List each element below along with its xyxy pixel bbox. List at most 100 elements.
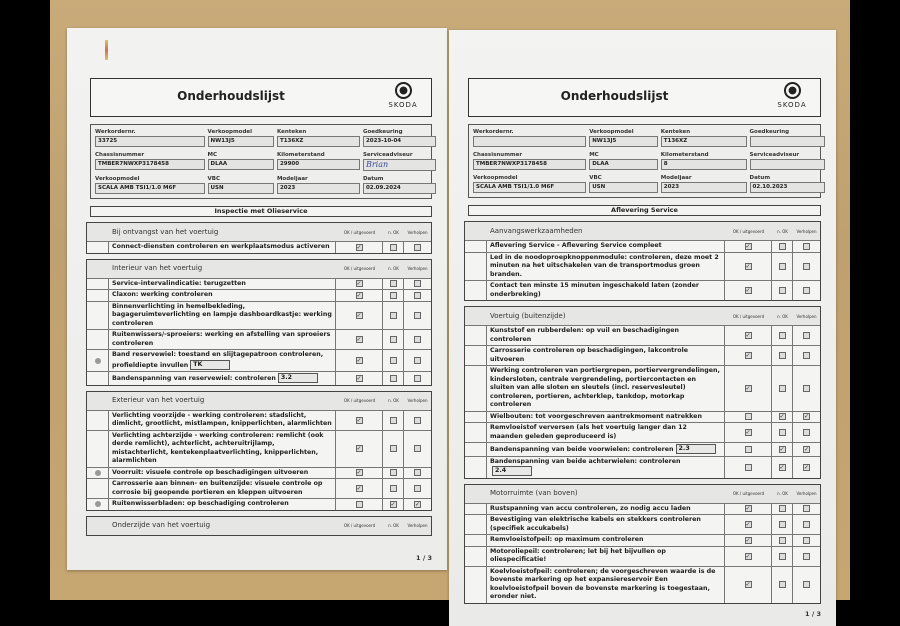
checkbox-fixed[interactable] xyxy=(414,469,421,477)
checkbox-ok[interactable]: ✓ xyxy=(744,384,752,392)
checkbox-fixed[interactable] xyxy=(414,311,421,319)
checkbox-nok[interactable] xyxy=(389,243,397,251)
checkbox-fixed[interactable] xyxy=(414,357,421,364)
checkbox-fixed[interactable] xyxy=(414,280,421,288)
item-input-field[interactable]: TK xyxy=(190,359,231,370)
marker-cell xyxy=(465,281,487,300)
checkbox-fixed[interactable] xyxy=(414,445,421,452)
bullet-marker-icon xyxy=(94,501,101,508)
checkbox-nok[interactable] xyxy=(389,485,397,492)
checkbox-nok[interactable] xyxy=(778,242,786,250)
checkbox-nok[interactable] xyxy=(389,311,397,319)
checkbox-fixed[interactable] xyxy=(803,384,810,392)
checkbox-ok[interactable]: ✓ xyxy=(744,429,752,436)
checkbox-ok[interactable]: ✓ xyxy=(744,521,752,528)
checkbox-ok[interactable]: ✓ xyxy=(355,416,363,424)
status-cell-nok xyxy=(772,503,793,514)
checkbox-fixed[interactable] xyxy=(414,374,421,382)
checkbox-nok[interactable] xyxy=(389,336,397,343)
checkbox-ok[interactable]: ✓ xyxy=(355,469,363,477)
checkbox-fixed[interactable] xyxy=(803,536,810,544)
checkbox-fixed[interactable] xyxy=(414,416,421,424)
checkbox-fixed[interactable] xyxy=(803,429,810,436)
checklist-row: Connect-diensten controleren en werkplaa… xyxy=(87,241,431,253)
checkbox-ok[interactable]: ✓ xyxy=(744,552,752,560)
item-text: Verlichting achterzijde - werking contro… xyxy=(112,431,324,465)
checkbox-fixed[interactable] xyxy=(803,521,810,528)
checkbox-nok[interactable] xyxy=(389,291,397,299)
checklist-row: Wielbouten: tot voorgeschreven aantrekmo… xyxy=(465,410,820,422)
checkbox-fixed[interactable]: ✓ xyxy=(803,445,810,453)
checkbox-ok[interactable]: ✓ xyxy=(355,243,363,251)
checkbox-ok[interactable]: ✓ xyxy=(744,332,752,339)
checkbox-fixed[interactable] xyxy=(803,332,810,339)
checkbox-nok[interactable] xyxy=(778,521,786,528)
item-input-field[interactable]: 2.4 xyxy=(492,466,532,476)
checkbox-fixed[interactable] xyxy=(414,243,421,251)
checkbox-nok[interactable] xyxy=(389,357,397,364)
checkbox-nok[interactable] xyxy=(389,374,397,382)
checkbox-fixed[interactable] xyxy=(414,291,421,299)
checkbox-nok[interactable]: ✓ xyxy=(778,445,786,453)
checkbox-nok[interactable] xyxy=(778,332,786,339)
checkbox-ok[interactable]: ✓ xyxy=(355,485,363,492)
checkbox-nok[interactable]: ✓ xyxy=(778,413,786,421)
checkbox-nok[interactable] xyxy=(778,262,786,270)
item-input-field[interactable]: 3.2 xyxy=(277,373,318,383)
item-text: Voorruit: visuele controle op beschadigi… xyxy=(112,468,309,476)
checkbox-fixed[interactable] xyxy=(803,242,810,250)
checkbox-fixed[interactable] xyxy=(803,262,810,270)
checkbox-fixed[interactable] xyxy=(803,581,810,588)
checkbox-ok[interactable]: ✓ xyxy=(744,581,752,588)
checkbox-ok[interactable] xyxy=(744,445,752,453)
checkbox-fixed[interactable] xyxy=(414,336,421,343)
checkbox-fixed[interactable]: ✓ xyxy=(414,500,421,508)
checkbox-ok[interactable]: ✓ xyxy=(744,536,752,544)
checkbox-ok[interactable]: ✓ xyxy=(744,242,752,250)
item-cell: Motoroliepeil: controleren; let bij het … xyxy=(487,546,725,566)
checkbox-nok[interactable] xyxy=(389,280,397,288)
checkbox-fixed[interactable] xyxy=(803,552,810,560)
checkbox-nok[interactable] xyxy=(778,505,786,513)
checkbox-ok[interactable] xyxy=(744,413,752,421)
checkbox-ok[interactable]: ✓ xyxy=(744,262,752,270)
checkbox-nok[interactable] xyxy=(778,287,786,294)
checkbox-nok[interactable] xyxy=(389,416,397,424)
checkbox-fixed[interactable] xyxy=(414,485,421,492)
section-title: Motorruimte (van boven) xyxy=(490,489,578,498)
checkbox-ok[interactable] xyxy=(744,463,752,471)
column-header-ok: OK / uitgevoerd xyxy=(732,313,765,319)
checkbox-nok[interactable]: ✓ xyxy=(778,463,786,471)
checkbox-nok[interactable] xyxy=(778,352,786,359)
checkbox-nok[interactable] xyxy=(778,429,786,436)
checkbox-fixed[interactable]: ✓ xyxy=(803,463,810,471)
checkbox-ok[interactable]: ✓ xyxy=(744,287,752,294)
checkbox-ok[interactable]: ✓ xyxy=(744,352,752,359)
checkbox-ok[interactable]: ✓ xyxy=(355,291,363,299)
checkbox-nok[interactable]: ✓ xyxy=(389,500,397,508)
checkbox-ok[interactable]: ✓ xyxy=(744,505,752,513)
checkbox-fixed[interactable] xyxy=(803,287,810,294)
checkbox-ok[interactable] xyxy=(355,500,363,508)
checkbox-nok[interactable] xyxy=(778,581,786,588)
checkbox-ok[interactable]: ✓ xyxy=(355,280,363,288)
checkbox-ok[interactable]: ✓ xyxy=(355,445,363,452)
checkbox-ok[interactable]: ✓ xyxy=(355,311,363,319)
status-cell-nok xyxy=(383,330,404,349)
checklist-row: Bandenspanning van reservewiel: controle… xyxy=(87,371,431,385)
checkbox-nok[interactable] xyxy=(778,536,786,544)
item-text: Led in de noodoproepknoppenmodule: contr… xyxy=(490,253,719,278)
checkbox-nok[interactable] xyxy=(389,445,397,452)
item-input-field[interactable]: 2.3 xyxy=(675,444,716,454)
checkbox-ok[interactable]: ✓ xyxy=(355,336,363,343)
checkbox-nok[interactable] xyxy=(778,552,786,560)
checkbox-nok[interactable] xyxy=(778,384,786,392)
field-value: SCALA AMB TSI1/1.0 M6F xyxy=(473,182,587,193)
checkbox-ok[interactable]: ✓ xyxy=(355,374,363,382)
checkbox-fixed[interactable]: ✓ xyxy=(803,413,810,421)
checkbox-nok[interactable] xyxy=(389,469,397,477)
info-field: Kilometerstand 29900 xyxy=(276,151,360,171)
checkbox-fixed[interactable] xyxy=(803,352,810,359)
checkbox-ok[interactable]: ✓ xyxy=(355,357,363,364)
checkbox-fixed[interactable] xyxy=(803,505,810,513)
